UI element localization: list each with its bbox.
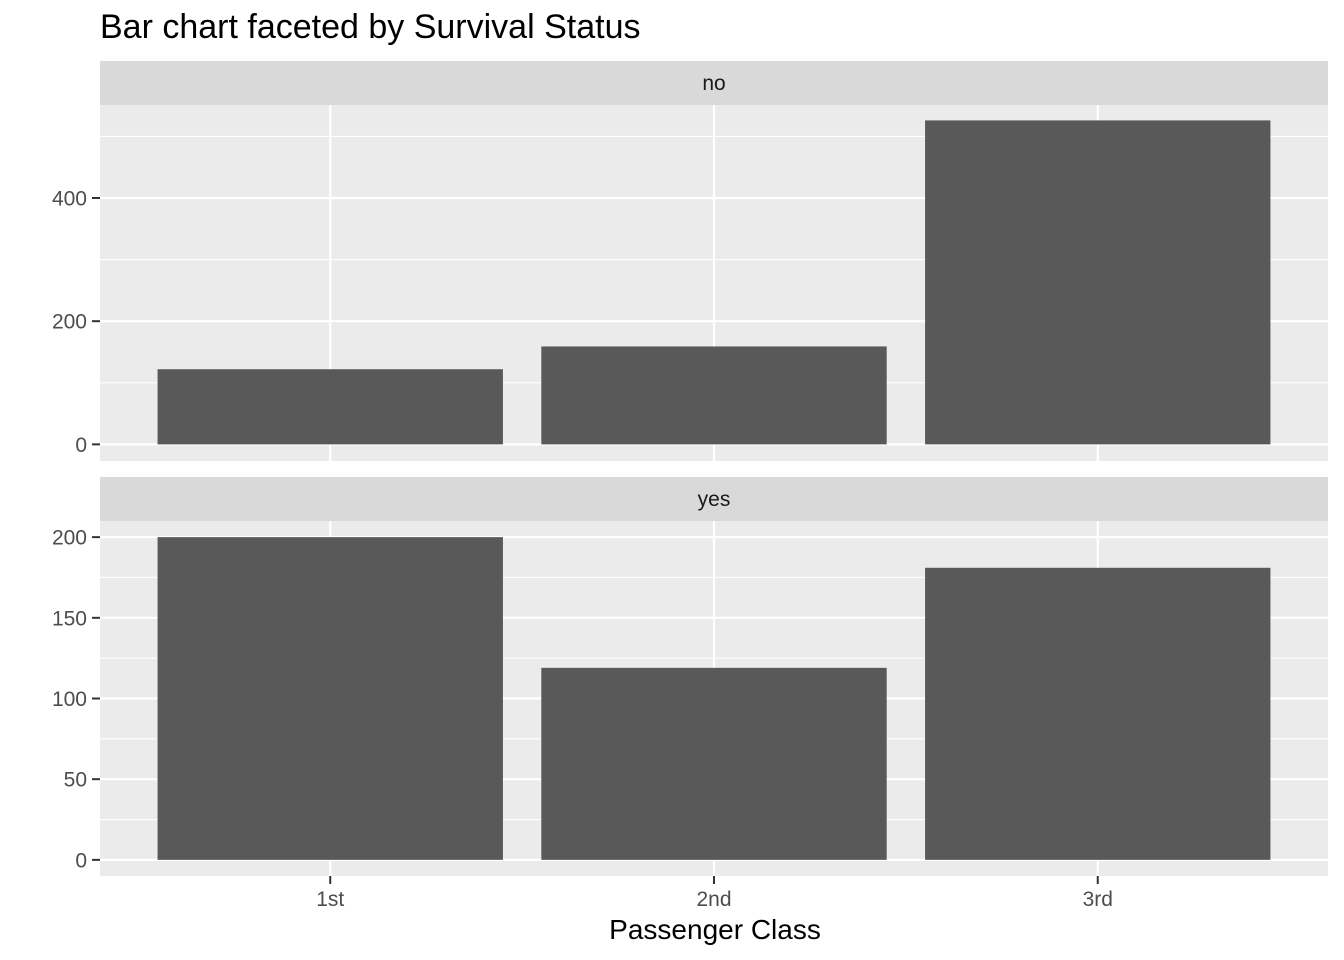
bar-yes-3rd (925, 567, 1271, 860)
bar-yes-2nd (541, 667, 887, 860)
y-tick-label: 200 (52, 311, 87, 334)
x-axis-title: Passenger Class (609, 914, 821, 945)
x-tick-label: 1st (316, 888, 344, 911)
y-tick-label: 150 (52, 607, 87, 630)
x-tick-label: 2nd (696, 888, 731, 911)
y-tick-label: 0 (75, 849, 87, 872)
bar-no-1st (157, 369, 503, 445)
y-tick-label: 0 (75, 434, 87, 457)
y-tick-label: 100 (52, 688, 87, 711)
bar-no-3rd (925, 120, 1271, 445)
bar-no-2nd (541, 346, 887, 445)
facet-panels: no 0 200 400 yes 0 50 100 150 200 (52, 61, 1328, 876)
facet-panel-no: no 0 200 400 (52, 61, 1328, 461)
facet-strip (100, 477, 1328, 521)
facet-panel-yes: yes 0 50 100 150 200 (52, 477, 1328, 876)
y-tick-label: 50 (64, 769, 87, 792)
facet-strip-label: yes (698, 488, 731, 511)
x-axis: 1st 2nd 3rd (316, 876, 1113, 911)
bar-yes-1st (157, 537, 503, 860)
facet-strip-label: no (702, 72, 725, 95)
y-tick-label: 400 (52, 188, 87, 211)
y-tick-label: 200 (52, 527, 87, 550)
chart-title: Bar chart faceted by Survival Status (100, 8, 640, 46)
facet-strip (100, 61, 1328, 105)
x-tick-label: 3rd (1083, 888, 1113, 911)
